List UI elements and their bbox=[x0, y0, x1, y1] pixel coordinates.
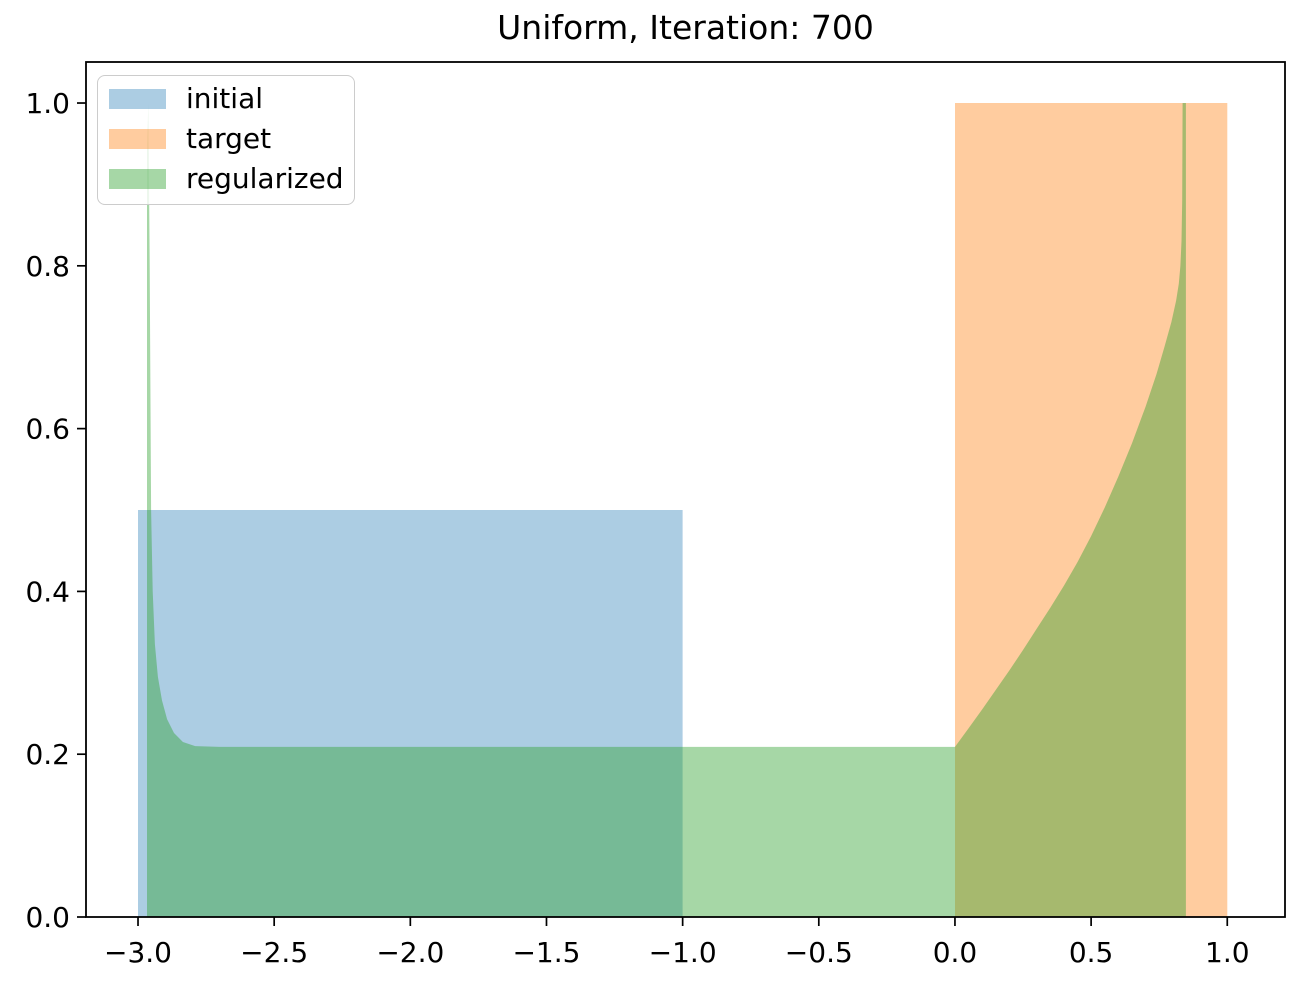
axes-spines bbox=[85, 61, 1286, 918]
legend-entry-target: target bbox=[109, 125, 271, 153]
x-tick-label: 0.0 bbox=[933, 936, 978, 969]
legend-label: target bbox=[186, 122, 272, 155]
x-tick-label: −1.5 bbox=[512, 936, 580, 969]
y-tick-label: 0.8 bbox=[25, 250, 70, 283]
legend-label: initial bbox=[186, 82, 263, 115]
legend-entry-regularized: regularized bbox=[109, 165, 344, 193]
x-tick-label: −1.0 bbox=[649, 936, 717, 969]
legend-box: initial target regularized bbox=[97, 75, 355, 205]
x-tick-label: −2.5 bbox=[240, 936, 308, 969]
legend-swatch-icon bbox=[109, 89, 166, 109]
x-tick-label: 0.5 bbox=[1069, 936, 1114, 969]
x-tick-label: −0.5 bbox=[785, 936, 853, 969]
legend-swatch-icon bbox=[109, 129, 166, 149]
y-tick-label: 0.0 bbox=[25, 901, 70, 934]
legend-swatch-icon bbox=[109, 169, 166, 189]
legend-label: regularized bbox=[186, 162, 344, 195]
series-fill-initial bbox=[138, 510, 683, 917]
chart-title: Uniform, Iteration: 700 bbox=[497, 8, 874, 47]
y-tick-label: 0.6 bbox=[25, 413, 70, 446]
y-tick-label: 0.4 bbox=[25, 575, 70, 608]
x-tick-label: −2.0 bbox=[376, 936, 444, 969]
y-tick-label: 0.2 bbox=[25, 738, 70, 771]
x-tick-label: −3.0 bbox=[104, 936, 172, 969]
y-tick-label: 1.0 bbox=[25, 87, 70, 120]
legend-entry-initial: initial bbox=[109, 85, 263, 113]
series-fill-regularized bbox=[147, 103, 1186, 917]
series-fill-target bbox=[955, 103, 1228, 917]
x-tick-label: 1.0 bbox=[1205, 936, 1250, 969]
